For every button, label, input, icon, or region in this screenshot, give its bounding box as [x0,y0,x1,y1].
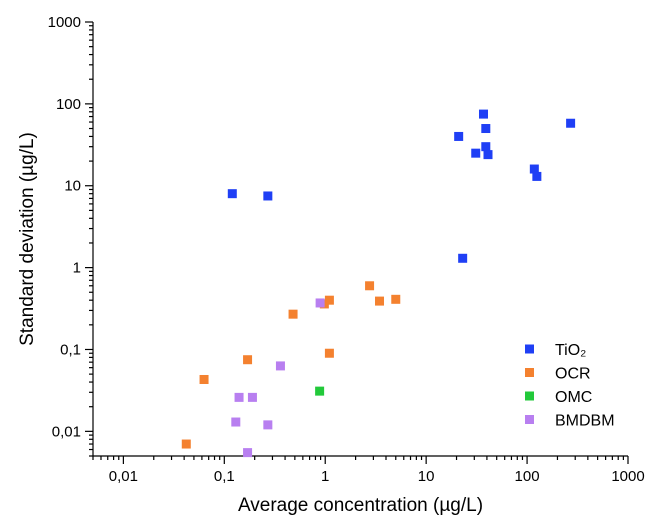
legend-label-tio: TiO₂ [555,342,586,359]
data-point-ocr [181,439,191,449]
data-point-tio [481,124,491,134]
data-point-ocr [324,348,334,358]
y-tick-label: 1 [73,260,81,277]
y-tick-label: 100 [56,96,81,113]
x-axis-title: Average concentration (µg/L) [238,495,483,516]
x-tick-label: 1 [321,468,329,485]
y-tick-label: 0,1 [60,341,81,358]
legend-marker-bmdbm [525,415,534,424]
y-tick-label: 10 [64,178,81,195]
data-point-tio [227,189,237,199]
data-point-tio [454,131,464,141]
legend-marker-tio [525,344,534,354]
data-point-bmdbm [231,417,241,427]
x-tick-label: 1000 [611,468,644,485]
data-point-omc [315,386,325,396]
data-point-ocr [199,374,209,384]
data-point-tio [529,164,539,174]
data-point-tio [458,253,468,263]
legend-label-omc: OMC [555,389,592,406]
data-point-ocr [365,281,375,291]
data-point-tio [263,191,273,201]
legend-marker-omc [525,391,534,401]
data-point-bmdbm [243,448,253,458]
y-tick-label: 1000 [48,14,81,31]
legend-marker-ocr [525,368,534,377]
data-point-tio [483,150,493,160]
data-point-tio [478,109,488,119]
data-point-tio [471,148,481,158]
y-axis-title: Standard deviation (µg/L) [17,132,38,346]
data-point-bmdbm [234,392,244,402]
data-point-ocr [243,355,253,365]
data-point-tio [532,171,542,181]
legend-label-ocr: OCR [555,366,591,383]
data-point-tio [481,142,491,152]
data-point-ocr [375,296,385,306]
data-point-bmdbm [315,298,325,308]
y-tick-label: 0,01 [52,423,81,440]
data-point-bmdbm [247,392,257,402]
data-point-bmdbm [263,420,273,430]
x-tick-label: 100 [515,468,540,485]
legend-label-bmdbm: BMDBM [555,413,615,430]
data-point-ocr [391,294,401,304]
data-point-bmdbm [275,361,285,371]
x-tick-label: 10 [418,468,435,485]
data-point-ocr [288,309,298,319]
data-point-tio [566,118,576,128]
x-tick-label: 0,01 [109,468,138,485]
data-point-ocr [324,295,334,305]
x-tick-label: 0,1 [214,468,235,485]
